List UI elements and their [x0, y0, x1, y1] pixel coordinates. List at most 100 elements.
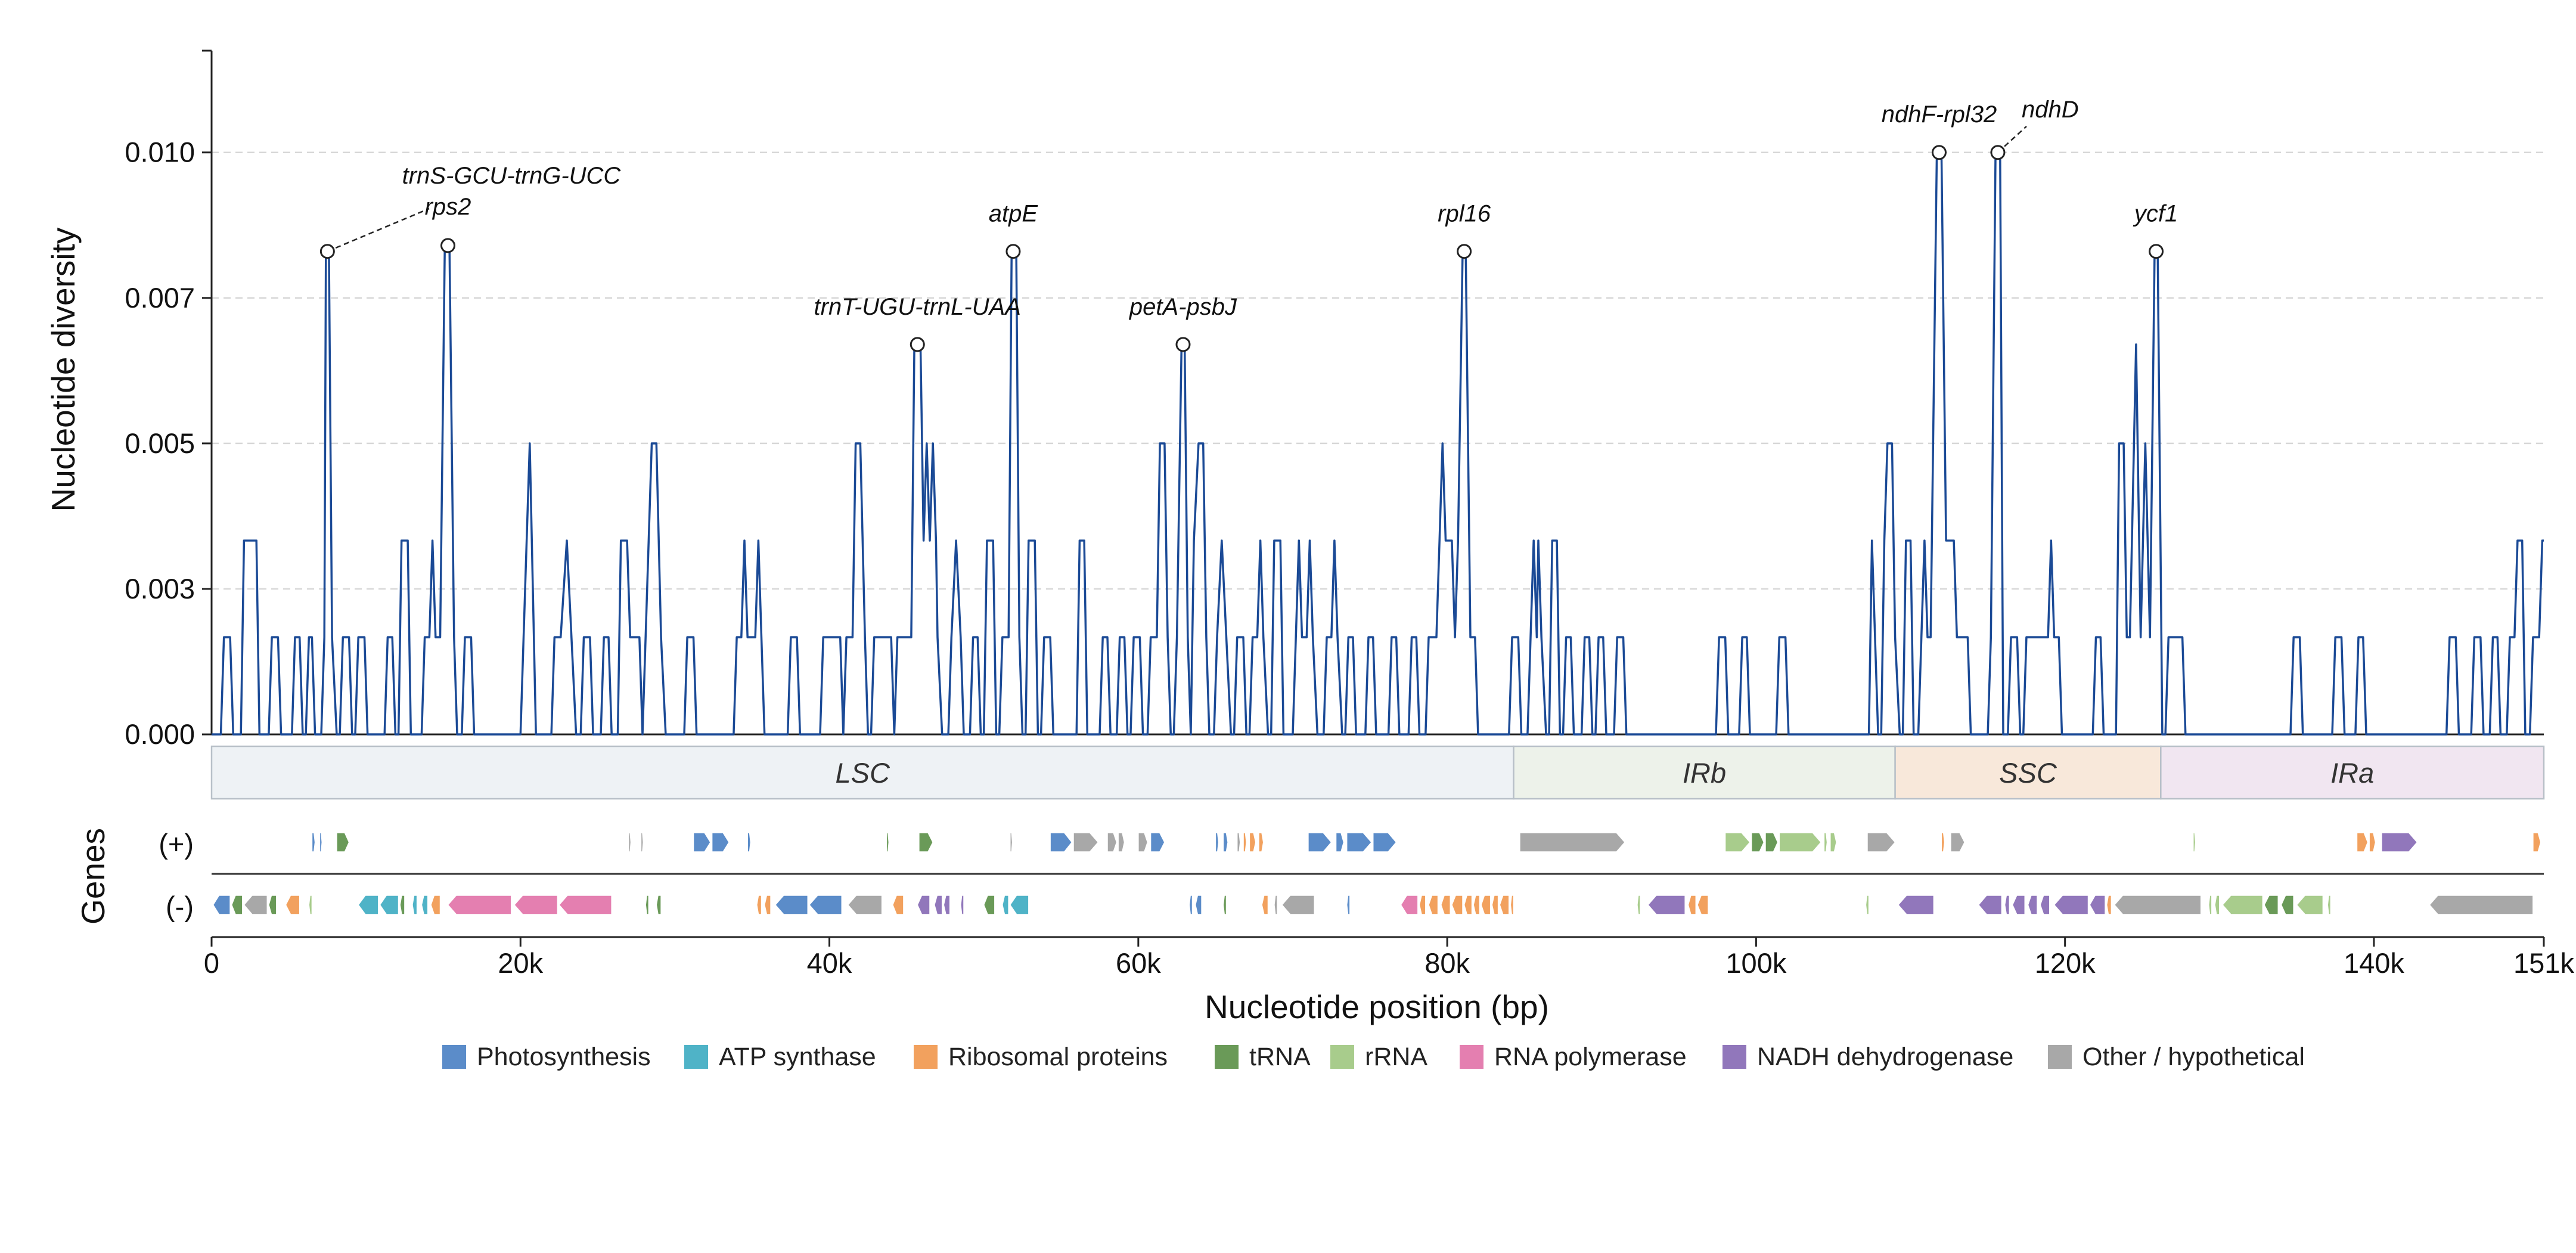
peak-label: atpE	[989, 201, 1039, 227]
gene-arrow	[943, 895, 951, 915]
peak-leader-line	[327, 207, 430, 252]
gene-arrow	[711, 832, 730, 852]
x-tick-label: 100k	[1725, 947, 1786, 979]
x-tick-label: 20k	[498, 947, 543, 979]
legend-label: NADH dehydrogenase	[1757, 1043, 2013, 1071]
gene-arrow	[1765, 832, 1779, 852]
gene-arrow	[2296, 895, 2324, 915]
peak-label: trnS-GCU-trnG-UCC	[402, 163, 622, 189]
gene-arrow	[917, 895, 930, 915]
legend-swatch	[914, 1045, 938, 1069]
peak-label: trnT-UGU-trnL-UAA	[814, 294, 1021, 320]
gene-arrow	[1823, 832, 1828, 852]
gene-arrow	[1419, 895, 1426, 915]
gene-arrow	[2053, 895, 2089, 915]
gene-arrow	[358, 895, 379, 915]
legend-label: ATP synthase	[719, 1043, 876, 1071]
gene-arrow	[1222, 832, 1228, 852]
gene-arrow	[1867, 832, 1896, 852]
gene-arrow	[1830, 832, 1837, 852]
gene-arrow	[1261, 895, 1269, 915]
gene-arrow	[212, 895, 231, 915]
gene-arrow	[1463, 895, 1473, 915]
gene-arrow	[1491, 895, 1499, 915]
legend-label: Ribosomal proteins	[948, 1043, 1168, 1071]
region-label: SSC	[1999, 757, 2057, 789]
gene-arrow	[447, 895, 512, 915]
gene-arrow	[2040, 895, 2050, 915]
gene-arrow	[1473, 895, 1481, 915]
grid-lines	[212, 151, 2544, 590]
gene-arrow	[764, 895, 771, 915]
gene-arrow	[412, 895, 418, 915]
legend-label: rRNA	[1365, 1043, 1427, 1071]
gene-arrow	[311, 832, 316, 852]
y-tick-label: 0.010	[125, 137, 195, 168]
legend-swatch	[1722, 1045, 1746, 1069]
peak-marker	[440, 238, 455, 253]
gene-arrow	[886, 832, 890, 852]
gene-arrow	[1107, 832, 1118, 852]
gene-arrow	[2221, 895, 2264, 915]
gene-arrow	[379, 895, 399, 915]
x-tick-label: 40k	[807, 947, 852, 979]
gene-arrow	[421, 895, 429, 915]
gene-arrow	[1002, 895, 1009, 915]
gene-arrow	[918, 832, 934, 852]
y-tick-label: 0.000	[125, 718, 195, 750]
peak-marker	[1457, 244, 1472, 259]
gene-arrow	[1243, 832, 1247, 852]
peak-label: petA-psbJ	[1129, 294, 1237, 320]
gene-arrow	[1647, 895, 1686, 915]
legend-swatch	[1215, 1045, 1239, 1069]
y-tick-label: 0.003	[125, 573, 195, 604]
gene-arrow	[693, 832, 711, 852]
peak-annotations: trnS-GCU-trnG-UCC rps2 trnT-UGU-trnL-UAA at…	[319, 97, 2178, 352]
genes-axis-title: Genes	[75, 828, 111, 925]
legend-swatch	[442, 1045, 466, 1069]
gene-arrow	[847, 895, 883, 915]
gene-arrow	[1308, 832, 1332, 852]
gene-arrow	[1138, 832, 1149, 852]
region-label: LSC	[836, 757, 890, 789]
gene-arrow	[628, 832, 632, 852]
gene-arrow	[2369, 832, 2376, 852]
gene-arrow	[1346, 832, 1373, 852]
gene-arrow	[808, 895, 843, 915]
axes: 0.000 0.003 0.005 0.007 0.010 0 20k 40k 60k 80k 10…	[125, 49, 2574, 979]
gene-arrow	[2004, 895, 2010, 915]
gene-arrow	[268, 895, 277, 915]
gene-arrow	[656, 895, 662, 915]
gene-arrow	[1281, 895, 1315, 915]
gene-arrow	[892, 895, 904, 915]
peak-marker	[1005, 244, 1021, 259]
gene-arrow	[1346, 895, 1351, 915]
legend-swatch	[2048, 1045, 2072, 1069]
gene-arrow	[1687, 895, 1697, 915]
gene-arrow	[1215, 832, 1219, 852]
x-tick-label: 140k	[2344, 947, 2404, 979]
peak-label: rpl16	[1438, 201, 1491, 227]
gene-arrow	[2208, 895, 2212, 915]
gene-arrow	[2106, 895, 2112, 915]
gene-arrow	[336, 832, 350, 852]
gene-arrow	[1519, 832, 1626, 852]
peak-marker	[1931, 145, 1947, 160]
gene-arrow	[1724, 832, 1751, 852]
legend-label: Other / hypothetical	[2082, 1043, 2305, 1071]
gene-arrow	[285, 895, 300, 915]
gene-arrow	[1073, 832, 1099, 852]
gene-arrow	[399, 895, 405, 915]
peak-leader-line	[1997, 126, 2027, 153]
gene-arrow	[2280, 895, 2294, 915]
peak-marker	[1990, 145, 2006, 160]
y-tick-label: 0.007	[125, 282, 195, 314]
gene-arrow	[1697, 895, 1709, 915]
gene-arrow	[1335, 832, 1345, 852]
region-block	[210, 745, 1514, 800]
region-label: IRb	[1683, 757, 1726, 789]
gene-arrow	[747, 832, 752, 852]
gene-arrow	[1751, 832, 1765, 852]
gene-arrow	[774, 895, 809, 915]
